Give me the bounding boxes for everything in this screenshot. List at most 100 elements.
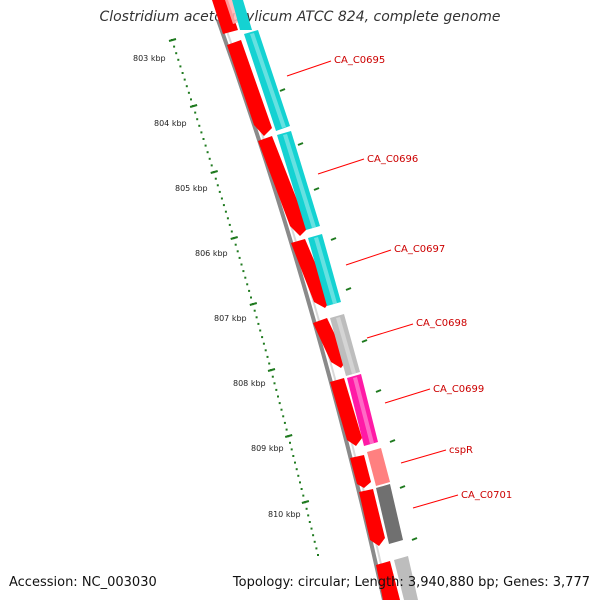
ruler-dot — [268, 362, 271, 365]
red-feature-6 — [350, 455, 371, 488]
ruler-dot — [222, 204, 225, 207]
gene-label-ca-c0695: CA_C0695 — [334, 55, 385, 66]
ruler-label-806: 806 kbp — [195, 249, 228, 258]
ruler-label-810: 810 kbp — [268, 510, 301, 519]
ruler-dot — [280, 408, 283, 411]
ruler-dot — [208, 157, 211, 160]
ruler-dot — [264, 349, 267, 352]
map-title: Clostridium acetobutylicum ATCC 824, com… — [99, 9, 501, 25]
ruler-dot — [220, 197, 223, 200]
ruler-dot — [179, 65, 182, 68]
ruler-dot — [218, 190, 221, 193]
red-feature-1 — [227, 40, 272, 136]
ruler-label-805: 805 kbp — [175, 184, 208, 193]
ruler-dot — [262, 342, 265, 345]
ruler-dots — [171, 39, 319, 556]
ruler-dot — [295, 468, 298, 471]
ruler-label-809: 809 kbp — [251, 444, 284, 453]
red-feature-bottom — [376, 561, 400, 600]
ruler-dot — [283, 421, 286, 424]
ruler-dot — [190, 98, 192, 101]
ruler-major-tick — [230, 236, 238, 240]
ruler-dot — [185, 85, 188, 88]
gene-label-ca-c0701: CA_C0701 — [461, 490, 512, 501]
ruler-dot — [312, 534, 315, 537]
ruler-dot — [250, 296, 252, 299]
accession-text: Accession: NC_003030 — [9, 575, 157, 590]
ruler-dot — [198, 124, 201, 127]
backbone — [216, 19, 390, 600]
ruler-dot — [240, 263, 243, 266]
ruler-dot — [230, 230, 233, 233]
ruler-dot — [277, 395, 279, 398]
ruler-label-808: 808 kbp — [233, 379, 266, 388]
red-feature-3 — [291, 239, 331, 308]
red-feature-2 — [258, 136, 308, 236]
ruler-dot — [248, 289, 251, 292]
ruler-dot — [175, 52, 178, 55]
gene-ca-c0701 — [376, 484, 403, 544]
ruler-dot — [299, 481, 301, 484]
ruler-dot — [271, 375, 274, 378]
ruler-dot — [204, 144, 207, 147]
ruler-dot — [181, 72, 184, 74]
ruler-dot — [285, 428, 288, 431]
ruler-dot — [183, 78, 186, 81]
ruler-dot — [292, 455, 295, 457]
gene-bottom-partial — [394, 556, 418, 600]
ruler-dot — [177, 58, 180, 61]
ruler-dot — [236, 250, 239, 253]
ruler-dot — [202, 138, 205, 140]
ruler-dot — [259, 329, 262, 332]
ruler-dot — [196, 118, 199, 121]
ruler-dot — [273, 382, 276, 385]
ruler-label-807: 807 kbp — [214, 314, 247, 323]
gene-labels: CA_C0695 CA_C0696 CA_C0697 CA_C0698 CA_C… — [334, 55, 512, 501]
ruler-major-tick — [210, 170, 218, 174]
red-feature-5 — [330, 378, 362, 446]
ruler-dot — [275, 388, 278, 391]
ruler-dot — [278, 402, 281, 405]
gene-ca-c0699 — [347, 374, 378, 446]
ruler-dot — [238, 256, 241, 259]
gene-ca-c0697 — [308, 234, 341, 306]
ruler-dot — [261, 336, 264, 339]
gene-ca-c0696 — [277, 131, 320, 230]
ruler-dot — [228, 223, 231, 226]
gene-label-ca-c0699: CA_C0699 — [433, 384, 484, 395]
leader-lines — [286, 60, 459, 509]
ruler-dot — [216, 184, 219, 187]
ruler-dot — [210, 164, 213, 167]
ruler-dot — [297, 474, 300, 477]
ruler-dot — [194, 111, 197, 114]
ruler-dot — [255, 316, 258, 319]
ruler-dot — [224, 210, 227, 213]
ruler-dot — [315, 547, 318, 550]
ruler-label-803: 803 kbp — [133, 54, 166, 63]
ruler-major-tick — [249, 302, 258, 306]
ruler-dot — [317, 554, 319, 556]
red-feature-4 — [313, 318, 347, 368]
ruler-dot — [257, 322, 260, 325]
ruler-dot — [266, 355, 269, 358]
red-feature-7 — [359, 489, 385, 546]
inner-ticks — [279, 88, 418, 541]
gene-label-ca-c0698: CA_C0698 — [416, 318, 467, 329]
ruler-dot — [214, 177, 217, 180]
ruler-labels: 803 kbp 804 kbp 805 kbp 806 kbp 807 kbp … — [133, 54, 301, 519]
gene-label-cspr: cspR — [449, 445, 473, 456]
ruler-dot — [234, 243, 237, 246]
gene-cspR — [367, 448, 390, 486]
ruler-major-tick — [267, 368, 276, 372]
ruler-dot — [310, 527, 313, 530]
ruler-dot — [302, 494, 305, 497]
feature-highlights — [250, 33, 374, 444]
ruler-dot — [282, 415, 285, 418]
ruler-dot — [307, 514, 310, 517]
gene-features — [244, 30, 418, 600]
ruler-dot — [173, 45, 176, 48]
ruler-dot — [290, 448, 293, 451]
ruler-dot — [242, 270, 245, 273]
ruler-dot — [200, 131, 203, 134]
